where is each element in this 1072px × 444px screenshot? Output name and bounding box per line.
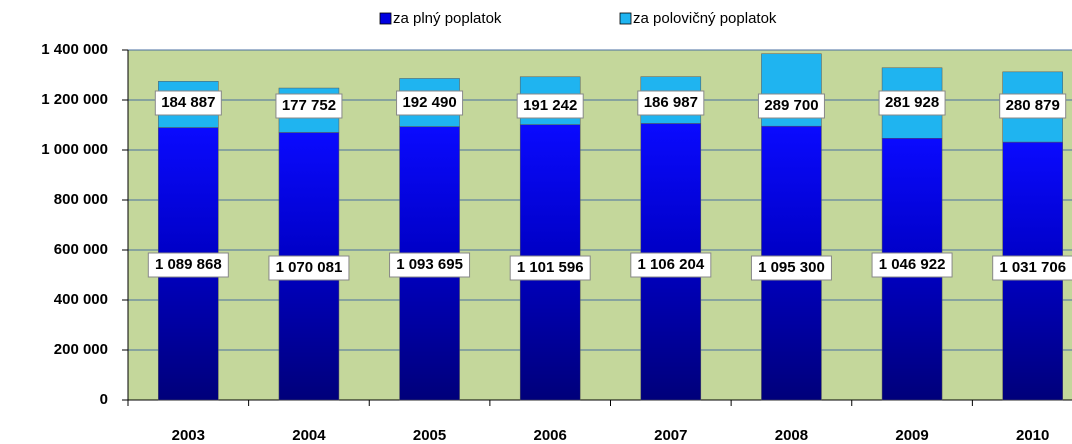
legend-swatch (619, 12, 632, 25)
value-label-box (637, 90, 705, 116)
x-tick-label: 2008 (775, 427, 808, 444)
x-tick-label: 2007 (654, 427, 687, 444)
value-label: 1 031 706 (999, 259, 1066, 276)
value-label-box (509, 255, 591, 281)
value-label-box (147, 252, 229, 278)
value-label: 1 106 204 (637, 256, 704, 273)
value-label-box (999, 93, 1067, 119)
y-tick-label: 1 400 000 (41, 41, 108, 58)
y-tick-label: 200 000 (54, 341, 108, 358)
x-tick-label: 2005 (413, 427, 446, 444)
legend-swatch (379, 12, 392, 25)
value-label-box (757, 93, 825, 119)
value-label: 191 242 (523, 97, 577, 114)
value-label: 1 046 922 (879, 256, 946, 273)
value-label: 1 093 695 (396, 256, 463, 273)
value-label: 186 987 (644, 94, 698, 111)
value-label-box (389, 252, 471, 278)
y-tick-label: 1 200 000 (41, 91, 108, 108)
x-tick-label: 2003 (172, 427, 205, 444)
value-label-box (750, 255, 832, 281)
x-tick-label: 2010 (1016, 427, 1049, 444)
legend-label: za plný poplatok (393, 10, 502, 27)
value-label: 281 928 (885, 94, 939, 111)
x-tick-label: 2006 (534, 427, 567, 444)
y-tick-label: 0 (100, 391, 108, 408)
value-label: 1 089 868 (155, 256, 222, 273)
value-label-box (878, 90, 946, 116)
value-label-box (516, 93, 584, 119)
value-label: 192 490 (402, 94, 456, 111)
value-label: 280 879 (1006, 97, 1060, 114)
x-tick-label: 2009 (895, 427, 928, 444)
value-label: 184 887 (161, 94, 215, 111)
y-tick-label: 600 000 (54, 241, 108, 258)
y-tick-label: 400 000 (54, 291, 108, 308)
value-label: 289 700 (764, 97, 818, 114)
value-label-box (268, 255, 350, 281)
y-tick-label: 1 000 000 (41, 141, 108, 158)
value-label-box (992, 255, 1072, 281)
legend-label: za polovičný poplatok (633, 10, 777, 27)
value-label: 1 101 596 (517, 259, 584, 276)
value-label-box (275, 93, 343, 119)
value-label-box (871, 252, 953, 278)
value-label: 1 095 300 (758, 259, 825, 276)
value-label-box (396, 90, 464, 116)
y-tick-label: 800 000 (54, 191, 108, 208)
value-label-box (630, 252, 712, 278)
value-label: 177 752 (282, 97, 336, 114)
value-label-box (154, 90, 222, 116)
x-tick-label: 2004 (292, 427, 326, 444)
value-label: 1 070 081 (276, 259, 343, 276)
